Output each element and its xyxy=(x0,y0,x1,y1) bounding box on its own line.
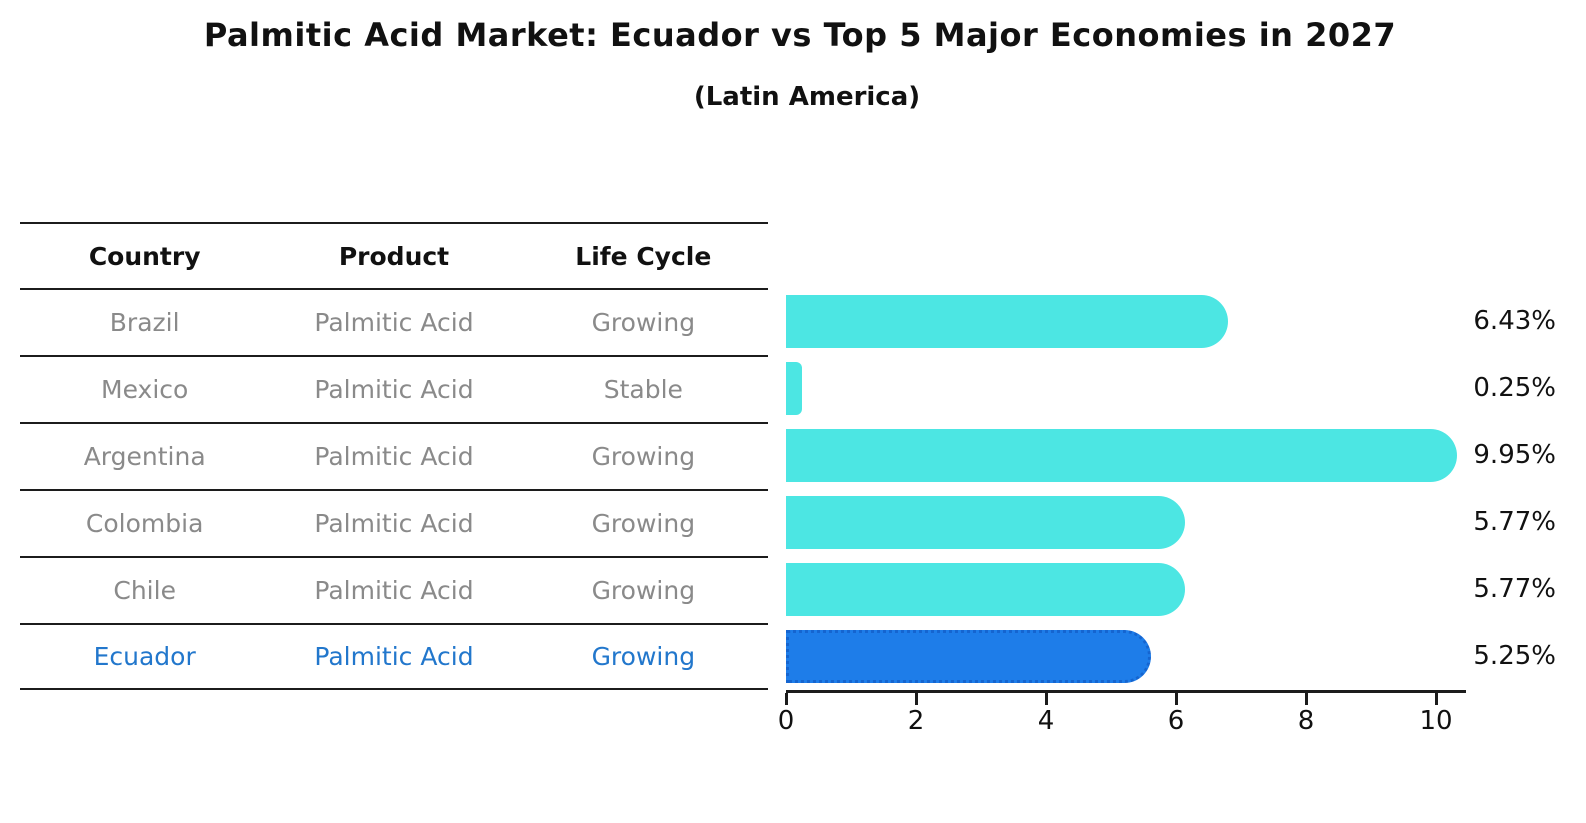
table-row-mexico: Mexico Palmitic Acid Stable xyxy=(20,355,768,422)
x-tick-mark xyxy=(1435,693,1438,705)
cell-lifecycle: Growing xyxy=(591,509,696,538)
cell-country: Argentina xyxy=(83,442,206,471)
cell-country: Ecuador xyxy=(93,642,196,671)
bar-argentina xyxy=(786,429,1457,482)
x-tick-label: 4 xyxy=(1037,706,1055,736)
table-row-chile: Chile Palmitic Acid Growing xyxy=(20,556,768,623)
bar-chile xyxy=(786,563,1186,616)
bar-row-brazil xyxy=(786,288,1466,355)
table-row-colombia: Colombia Palmitic Acid Growing xyxy=(20,489,768,556)
cell-lifecycle: Growing xyxy=(591,308,696,337)
bar-row-colombia xyxy=(786,489,1466,556)
x-tick-mark xyxy=(1175,693,1178,705)
cell-country: Chile xyxy=(113,576,176,605)
cell-product: Palmitic Acid xyxy=(314,308,474,337)
table-header-lifecycle: Life Cycle xyxy=(575,241,712,271)
cell-lifecycle: Growing xyxy=(591,642,696,671)
x-tick-label: 0 xyxy=(777,706,795,736)
bar-row-ecuador xyxy=(786,623,1466,690)
cell-country: Mexico xyxy=(101,375,189,404)
chart-title: Palmitic Acid Market: Ecuador vs Top 5 M… xyxy=(203,16,1397,54)
value-label-argentina: 9.95% xyxy=(1473,440,1556,470)
chart-subtitle: (Latin America) xyxy=(693,82,921,112)
table-header-row: Country Product Life Cycle xyxy=(20,222,768,288)
value-label-mexico: 0.25% xyxy=(1473,373,1556,403)
bar-mexico xyxy=(786,362,803,415)
value-label-colombia: 5.77% xyxy=(1473,507,1556,537)
bar-colombia xyxy=(786,496,1186,549)
bar-plot xyxy=(786,288,1466,690)
cell-product: Palmitic Acid xyxy=(314,642,474,671)
x-tick-label: 2 xyxy=(907,706,925,736)
table-row-argentina: Argentina Palmitic Acid Growing xyxy=(20,422,768,489)
value-label-chile: 5.77% xyxy=(1473,574,1556,604)
cell-product: Palmitic Acid xyxy=(314,509,474,538)
x-tick-mark xyxy=(1045,693,1048,705)
table-row-ecuador: Ecuador Palmitic Acid Growing xyxy=(20,623,768,690)
cell-product: Palmitic Acid xyxy=(314,442,474,471)
cell-lifecycle: Growing xyxy=(591,442,696,471)
bar-brazil xyxy=(786,295,1228,348)
value-label-ecuador: 5.25% xyxy=(1473,641,1556,671)
x-tick-mark xyxy=(785,693,788,705)
cell-product: Palmitic Acid xyxy=(314,576,474,605)
x-tick-label: 6 xyxy=(1167,706,1185,736)
cell-product: Palmitic Acid xyxy=(314,375,474,404)
table-header-country: Country xyxy=(88,241,201,271)
cell-country: Colombia xyxy=(85,509,204,538)
bar-ecuador-highlighted xyxy=(786,630,1152,683)
cell-lifecycle: Growing xyxy=(591,576,696,605)
bar-row-mexico xyxy=(786,355,1466,422)
x-axis xyxy=(786,690,1466,693)
x-tick-label: 10 xyxy=(1419,706,1453,736)
bar-row-argentina xyxy=(786,422,1466,489)
value-label-brazil: 6.43% xyxy=(1473,306,1556,336)
cell-lifecycle: Stable xyxy=(603,375,683,404)
bar-row-chile xyxy=(786,556,1466,623)
table-row-brazil: Brazil Palmitic Acid Growing xyxy=(20,288,768,355)
country-table: Country Product Life Cycle Brazil Palmit… xyxy=(20,222,768,690)
x-tick-label: 8 xyxy=(1297,706,1315,736)
cell-country: Brazil xyxy=(109,308,180,337)
value-label-column: 6.43% 0.25% 9.95% 5.77% 5.77% 5.25% xyxy=(1456,288,1556,690)
x-tick-mark xyxy=(1305,693,1308,705)
table-header-product: Product xyxy=(338,241,450,271)
x-tick-mark xyxy=(915,693,918,705)
